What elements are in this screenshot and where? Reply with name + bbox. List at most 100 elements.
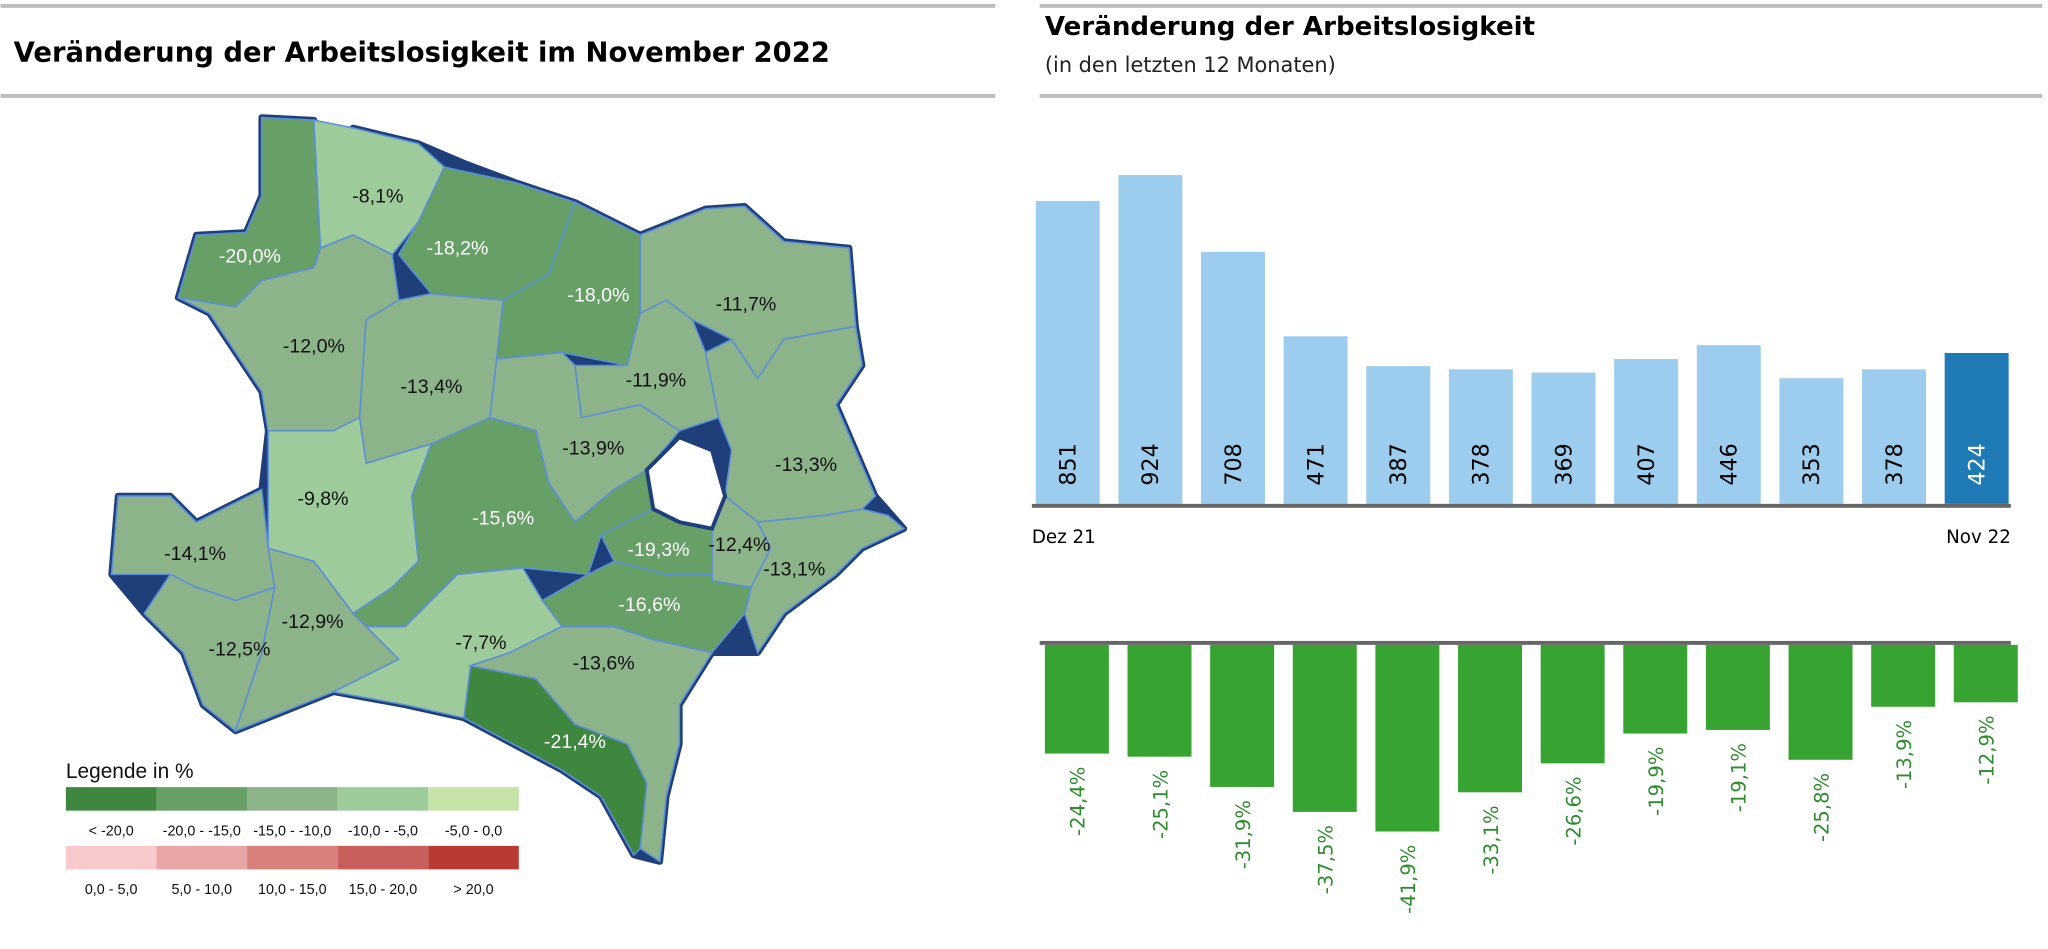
legend-swatch <box>156 845 248 870</box>
legend-label: -5,0 - 0,0 <box>445 823 502 839</box>
legend-label: 0,0 - 5,0 <box>85 882 138 898</box>
bar-value-label: -25,1% <box>1149 770 1172 839</box>
bar[interactable] <box>1871 644 1936 707</box>
map-title: Veränderung der Arbeitslosigkeit im Nove… <box>14 37 830 68</box>
bar-value-label: -19,1% <box>1728 743 1751 812</box>
district-label: -16,6% <box>618 594 680 616</box>
bar[interactable] <box>1779 378 1844 504</box>
district-label: -12,0% <box>283 335 345 357</box>
bar[interactable] <box>1127 644 1192 757</box>
district-label: -7,7% <box>455 632 506 654</box>
x-tick-label-end: Nov 22 <box>1946 527 2011 548</box>
legend-swatch <box>65 845 157 870</box>
legend-label: -10,0 - -5,0 <box>348 823 418 839</box>
bar[interactable] <box>1696 345 1761 504</box>
district-label: -14,1% <box>164 543 226 565</box>
vienna-cutout <box>644 434 728 531</box>
bar-value-label: -24,4% <box>1067 767 1090 836</box>
bar[interactable] <box>1614 359 1679 504</box>
district-label: -11,7% <box>716 294 777 316</box>
district-label: -13,3% <box>775 454 837 476</box>
bar[interactable] <box>1788 644 1853 760</box>
bar[interactable] <box>1292 644 1357 812</box>
chart-subtitle: (in den letzten 12 Monaten) <box>1045 53 1336 77</box>
legend-label: 10,0 - 15,0 <box>258 882 327 898</box>
legend-label: < -20,0 <box>89 823 134 839</box>
x-tick-label-start: Dez 21 <box>1032 527 1096 548</box>
district-label: -13,4% <box>400 376 462 398</box>
district-map: -20,0% -8,1% -18,2% -18,0% -12,0% -13,4% -11,7… <box>108 114 908 865</box>
bar[interactable] <box>1201 251 1265 504</box>
district-label: -11,9% <box>626 369 687 391</box>
district-label: -18,0% <box>567 285 629 307</box>
district-label: -13,6% <box>573 653 635 675</box>
bar[interactable] <box>1210 644 1275 787</box>
bar[interactable] <box>1531 372 1596 504</box>
bar-value-label: 407 <box>1634 443 1660 485</box>
legend-swatch <box>247 787 338 811</box>
legend-label: -20,0 - -15,0 <box>163 823 241 839</box>
district-label: -19,3% <box>627 539 689 561</box>
header-rule-top-right <box>1039 3 2043 8</box>
bar-value-label: 378 <box>1882 443 1908 485</box>
chart-title: Veränderung der Arbeitslosigkeit <box>1045 12 1535 42</box>
legend-label: > 20,0 <box>453 882 493 898</box>
bar[interactable] <box>1044 644 1109 754</box>
legend-title: Legende in % <box>66 760 194 783</box>
bar-value-label: 708 <box>1221 443 1247 485</box>
bar[interactable] <box>1944 352 2009 504</box>
district-region[interactable] <box>743 508 906 655</box>
bar-value-label: 471 <box>1303 443 1329 485</box>
bar[interactable] <box>1283 336 1348 504</box>
bar-value-label: -31,9% <box>1232 800 1255 869</box>
legend-label: -15,0 - -10,0 <box>253 823 331 839</box>
bar[interactable] <box>1448 369 1513 504</box>
bar-value-label: 424 <box>1964 443 1990 485</box>
bar-value-label: 446 <box>1717 443 1743 485</box>
bar-value-label: -41,9% <box>1397 845 1420 914</box>
bar-value-label: 369 <box>1551 443 1577 485</box>
bar-value-label: -12,9% <box>1976 715 1999 784</box>
bar[interactable] <box>1375 644 1440 832</box>
bar-value-label: 387 <box>1386 443 1412 485</box>
district-label: -8,1% <box>352 185 403 207</box>
district-label: -12,5% <box>208 638 270 660</box>
x-axis-line <box>1031 503 2011 508</box>
bar[interactable] <box>1118 175 1183 504</box>
bar-value-label: -26,6% <box>1562 776 1585 845</box>
district-region[interactable] <box>177 234 400 432</box>
bar[interactable] <box>1862 369 1927 504</box>
bar-value-label: -13,9% <box>1893 720 1916 789</box>
change-bar-chart: -24,4% -25,1% -31,9% -37,5% -41,9% -33,1% -26,… <box>1039 640 2018 914</box>
district-label: -12,4% <box>708 534 770 556</box>
bar[interactable] <box>1035 201 1100 504</box>
district-label: -15,6% <box>472 508 534 530</box>
bar-value-label: 851 <box>1056 443 1082 485</box>
district-label: -18,2% <box>426 238 488 260</box>
header-rule-top-left <box>0 3 996 8</box>
district-region[interactable] <box>463 664 648 857</box>
district-label: -13,9% <box>562 437 624 459</box>
district-region[interactable] <box>704 325 877 523</box>
bar-value-label: -33,1% <box>1480 805 1503 874</box>
unemployed-bar-chart: 851 924 708 471 387 378 369 407 446 353 378 424 Dez … <box>1031 175 2011 548</box>
legend-label: 5,0 - 10,0 <box>171 882 232 898</box>
district-label: -9,8% <box>297 488 348 510</box>
bar[interactable] <box>1623 644 1688 734</box>
legend-swatch <box>156 787 248 811</box>
bar-value-label: 924 <box>1138 443 1164 485</box>
header-rule-bottom-left <box>0 93 996 98</box>
bar[interactable] <box>1540 644 1605 764</box>
bar[interactable] <box>1705 644 1770 730</box>
bar[interactable] <box>1953 644 2018 703</box>
bar-value-label: -37,5% <box>1315 825 1338 894</box>
bar-value-label: 378 <box>1469 443 1495 485</box>
zero-axis-line <box>1039 640 2011 645</box>
bar[interactable] <box>1366 366 1431 504</box>
district-label: -13,1% <box>763 559 825 581</box>
district-label: -21,4% <box>544 731 606 753</box>
bar[interactable] <box>1458 644 1522 793</box>
legend-swatch <box>247 845 338 870</box>
map-legend: Legende in % < -20,0 -20,0 - -15,0 -15,0 -… <box>65 760 519 898</box>
